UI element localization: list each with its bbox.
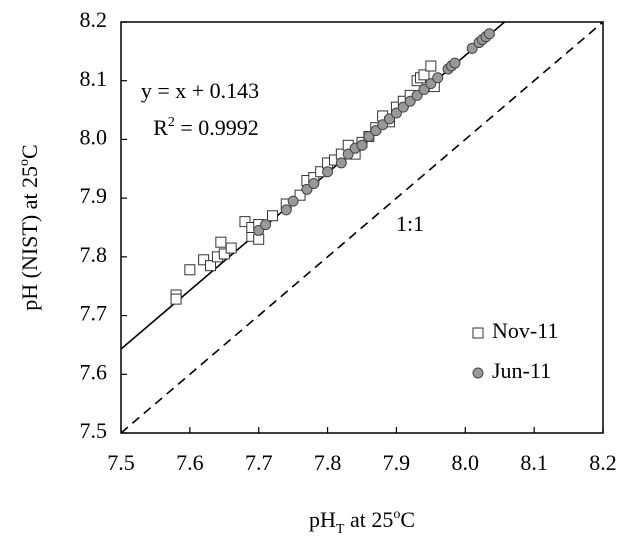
x-axis-label-part: pH xyxy=(309,507,336,532)
point xyxy=(301,183,313,195)
x-axis-label-part: T xyxy=(336,522,345,537)
point xyxy=(363,130,375,142)
plot-frame xyxy=(120,21,604,434)
point xyxy=(225,242,237,254)
y-axis-label-part: o xyxy=(17,159,32,166)
point xyxy=(432,72,444,84)
point xyxy=(342,148,354,160)
y-axis-label-part: pH (NIST) at 25 xyxy=(17,166,42,311)
y-tick-label: 7.5 xyxy=(80,418,108,443)
legend-label: Jun-11 xyxy=(492,358,551,383)
point xyxy=(260,219,272,231)
x-tick-label: 7.5 xyxy=(107,450,135,475)
y-axis-label-part: C xyxy=(17,144,42,159)
point xyxy=(425,78,437,90)
x-tick-label: 8.0 xyxy=(452,450,480,475)
r2-label: R2 = 0.9992 xyxy=(153,115,259,140)
point xyxy=(370,125,382,137)
point xyxy=(377,119,389,131)
r2-label-part: R xyxy=(153,115,168,140)
equation-label: y = x + 0.143 xyxy=(141,78,259,103)
point xyxy=(205,260,217,272)
point xyxy=(287,195,299,207)
point xyxy=(418,69,430,81)
x-tick-label: 8.1 xyxy=(520,450,548,475)
y-tick-label: 7.7 xyxy=(80,301,108,326)
point xyxy=(170,293,182,305)
point xyxy=(397,101,409,113)
point xyxy=(308,177,320,189)
point xyxy=(294,189,306,201)
point xyxy=(266,210,278,222)
legend-marker xyxy=(472,367,484,379)
point xyxy=(449,57,461,69)
point xyxy=(215,236,227,248)
x-tick-label: 7.8 xyxy=(314,450,342,475)
x-tick-label: 7.9 xyxy=(383,450,411,475)
point xyxy=(335,157,347,169)
point xyxy=(411,89,423,101)
y-tick-label: 7.9 xyxy=(80,183,108,208)
point xyxy=(239,216,251,228)
legend-label: Nov-11 xyxy=(492,318,558,343)
point xyxy=(218,248,230,260)
fit-line xyxy=(121,22,506,350)
x-axis-label-part: o xyxy=(393,507,400,522)
y-axis-label: pH (NIST) at 25oC xyxy=(17,144,42,311)
point xyxy=(404,95,416,107)
r2-label-part: = 0.9992 xyxy=(175,115,259,140)
point xyxy=(384,113,396,125)
x-axis-label: pHT at 25oC xyxy=(309,507,415,537)
point xyxy=(280,204,292,216)
y-tick-label: 7.6 xyxy=(80,359,108,384)
point xyxy=(483,28,495,40)
identity-line xyxy=(121,22,603,433)
x-tick-label: 8.2 xyxy=(589,450,617,475)
point xyxy=(390,107,402,119)
r2-label-part: 2 xyxy=(168,115,175,130)
y-tick-label: 8.0 xyxy=(80,124,108,149)
y-tick-label: 8.2 xyxy=(80,7,108,32)
point xyxy=(418,84,430,96)
point xyxy=(198,254,210,266)
legend-marker xyxy=(472,327,484,339)
y-tick-label: 7.8 xyxy=(80,242,108,267)
x-tick-label: 7.7 xyxy=(245,450,273,475)
x-axis-label-part: C xyxy=(400,507,415,532)
point xyxy=(184,264,196,276)
identity-label: 1:1 xyxy=(396,211,424,236)
x-tick-label: 7.6 xyxy=(176,450,204,475)
point xyxy=(253,224,265,236)
point xyxy=(425,60,437,72)
y-tick-label: 8.1 xyxy=(80,66,108,91)
point xyxy=(356,139,368,151)
point xyxy=(322,166,334,178)
point xyxy=(466,42,478,54)
x-axis-label-part: at 25 xyxy=(344,507,393,532)
